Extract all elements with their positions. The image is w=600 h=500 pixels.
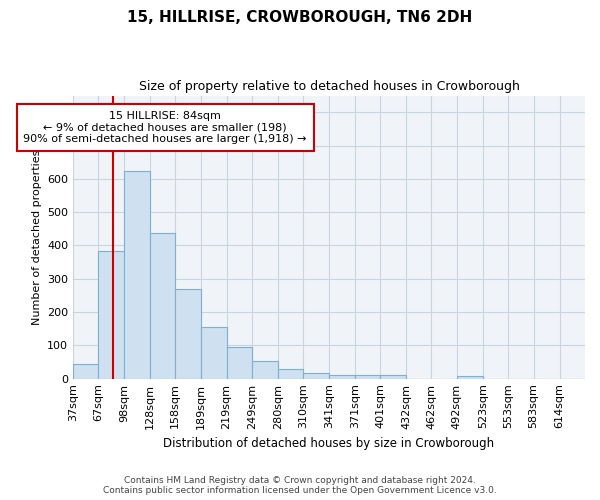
Bar — [201, 327, 227, 378]
Text: Contains HM Land Registry data © Crown copyright and database right 2024.
Contai: Contains HM Land Registry data © Crown c… — [103, 476, 497, 495]
Bar — [355, 374, 380, 378]
Title: Size of property relative to detached houses in Crowborough: Size of property relative to detached ho… — [139, 80, 520, 93]
Y-axis label: Number of detached properties: Number of detached properties — [32, 150, 41, 325]
Bar — [175, 290, 201, 378]
Bar — [380, 376, 406, 378]
Bar — [252, 362, 278, 378]
Text: 15 HILLRISE: 84sqm
← 9% of detached houses are smaller (198)
90% of semi-detache: 15 HILLRISE: 84sqm ← 9% of detached hous… — [23, 111, 307, 144]
Bar — [329, 374, 355, 378]
Bar — [304, 374, 329, 378]
Bar — [124, 170, 150, 378]
Bar — [457, 376, 483, 378]
X-axis label: Distribution of detached houses by size in Crowborough: Distribution of detached houses by size … — [163, 437, 494, 450]
Bar — [150, 233, 175, 378]
Bar — [227, 347, 252, 378]
Text: 15, HILLRISE, CROWBOROUGH, TN6 2DH: 15, HILLRISE, CROWBOROUGH, TN6 2DH — [127, 10, 473, 25]
Bar — [278, 370, 304, 378]
Bar — [98, 251, 124, 378]
Bar — [73, 364, 98, 378]
